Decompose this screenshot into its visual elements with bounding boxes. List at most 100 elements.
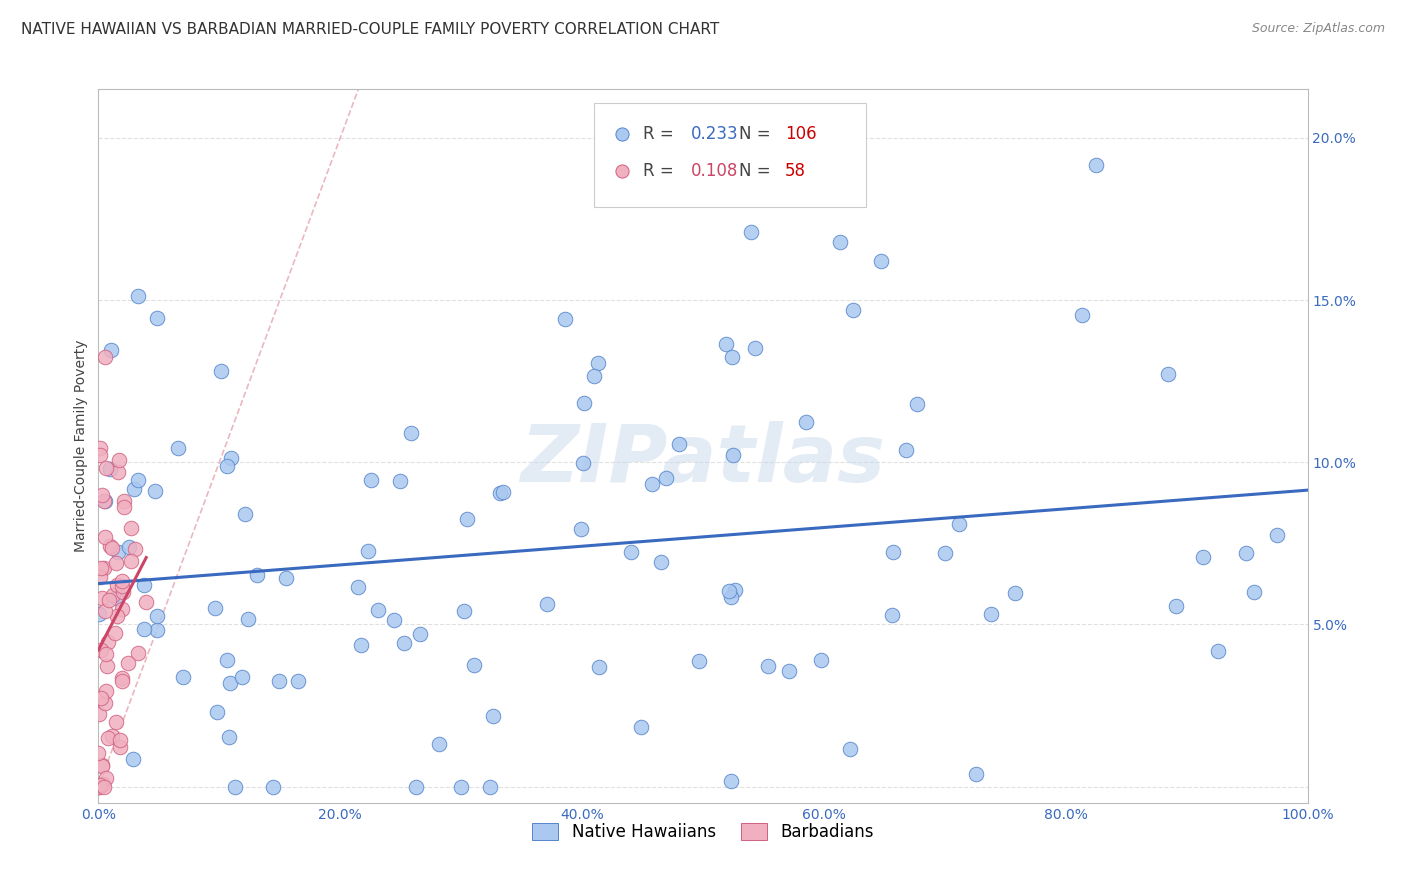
Point — [572, 395, 595, 409]
Point — [101, 588, 124, 602]
Text: ZIPatlas: ZIPatlas — [520, 421, 886, 500]
Point — [724, 582, 747, 597]
Point — [87, 780, 110, 794]
Point — [93, 530, 115, 544]
Point — [620, 545, 643, 559]
Point — [108, 733, 131, 747]
Point — [536, 597, 558, 611]
Point — [110, 740, 132, 755]
Point — [127, 289, 149, 303]
Point — [630, 720, 652, 734]
Point — [100, 343, 122, 357]
Point — [842, 303, 865, 318]
Point — [100, 541, 122, 556]
Point — [429, 737, 451, 751]
Point — [89, 448, 111, 462]
Point — [107, 452, 129, 467]
Point — [405, 780, 427, 794]
Point — [90, 643, 112, 657]
Point — [96, 772, 118, 786]
Point — [100, 540, 122, 554]
Point — [112, 494, 135, 508]
Point — [135, 594, 157, 608]
Point — [93, 494, 115, 508]
Point — [120, 521, 142, 535]
Point — [111, 671, 134, 685]
Point — [588, 660, 610, 674]
Point — [93, 604, 115, 618]
Point — [98, 592, 121, 607]
Point — [87, 746, 110, 760]
Point — [96, 647, 118, 661]
Point — [90, 488, 112, 502]
Point — [720, 774, 742, 789]
Point — [246, 568, 269, 582]
Point — [105, 556, 128, 570]
Point — [1085, 158, 1108, 172]
Point — [586, 356, 609, 370]
Point — [96, 659, 118, 673]
Point — [882, 607, 904, 622]
Text: NATIVE HAWAIIAN VS BARBADIAN MARRIED-COUPLE FAMILY POVERTY CORRELATION CHART: NATIVE HAWAIIAN VS BARBADIAN MARRIED-COU… — [21, 22, 720, 37]
Point — [1004, 585, 1026, 599]
Point — [367, 603, 389, 617]
Text: N =: N = — [740, 162, 776, 180]
Point — [554, 312, 576, 326]
Point — [143, 484, 166, 499]
Point — [217, 458, 239, 473]
Point — [105, 591, 128, 606]
Point — [828, 235, 851, 249]
Point — [1191, 550, 1213, 565]
Point — [1071, 308, 1094, 322]
Point — [233, 507, 256, 521]
Point — [94, 696, 117, 710]
Point — [89, 779, 111, 793]
Text: 106: 106 — [785, 125, 817, 143]
Point — [569, 521, 592, 535]
Point — [572, 456, 595, 470]
Point — [481, 709, 503, 723]
Point — [388, 475, 411, 489]
Point — [350, 638, 373, 652]
Point — [105, 715, 128, 730]
Point — [1243, 584, 1265, 599]
Point — [110, 579, 132, 593]
Point — [107, 465, 129, 479]
Text: N =: N = — [740, 125, 776, 143]
Point — [91, 758, 114, 772]
Point — [91, 759, 114, 773]
Point — [905, 396, 928, 410]
Point — [93, 560, 115, 574]
Text: Source: ZipAtlas.com: Source: ZipAtlas.com — [1251, 22, 1385, 36]
Point — [104, 625, 127, 640]
Point — [668, 437, 690, 451]
Point — [167, 441, 190, 455]
Point — [145, 310, 167, 325]
Point — [794, 415, 817, 429]
Point — [948, 517, 970, 532]
Point — [93, 780, 115, 794]
Point — [96, 684, 118, 698]
Point — [583, 368, 606, 383]
Point — [89, 442, 111, 456]
Point — [688, 654, 710, 668]
Point — [721, 350, 744, 364]
Point — [717, 584, 740, 599]
Point — [101, 729, 124, 743]
Point — [110, 574, 132, 588]
Point — [87, 706, 110, 721]
Text: 58: 58 — [785, 162, 806, 180]
Point — [478, 780, 501, 794]
Point — [117, 657, 139, 671]
Point — [215, 653, 238, 667]
Point — [399, 426, 422, 441]
Point — [934, 546, 956, 560]
Point — [127, 646, 149, 660]
Point — [392, 636, 415, 650]
Text: 0.108: 0.108 — [690, 162, 738, 180]
Point — [127, 473, 149, 487]
Point — [97, 731, 120, 745]
Legend: Native Hawaiians, Barbadians: Native Hawaiians, Barbadians — [524, 816, 882, 848]
Point — [870, 254, 893, 268]
Point — [89, 690, 111, 705]
